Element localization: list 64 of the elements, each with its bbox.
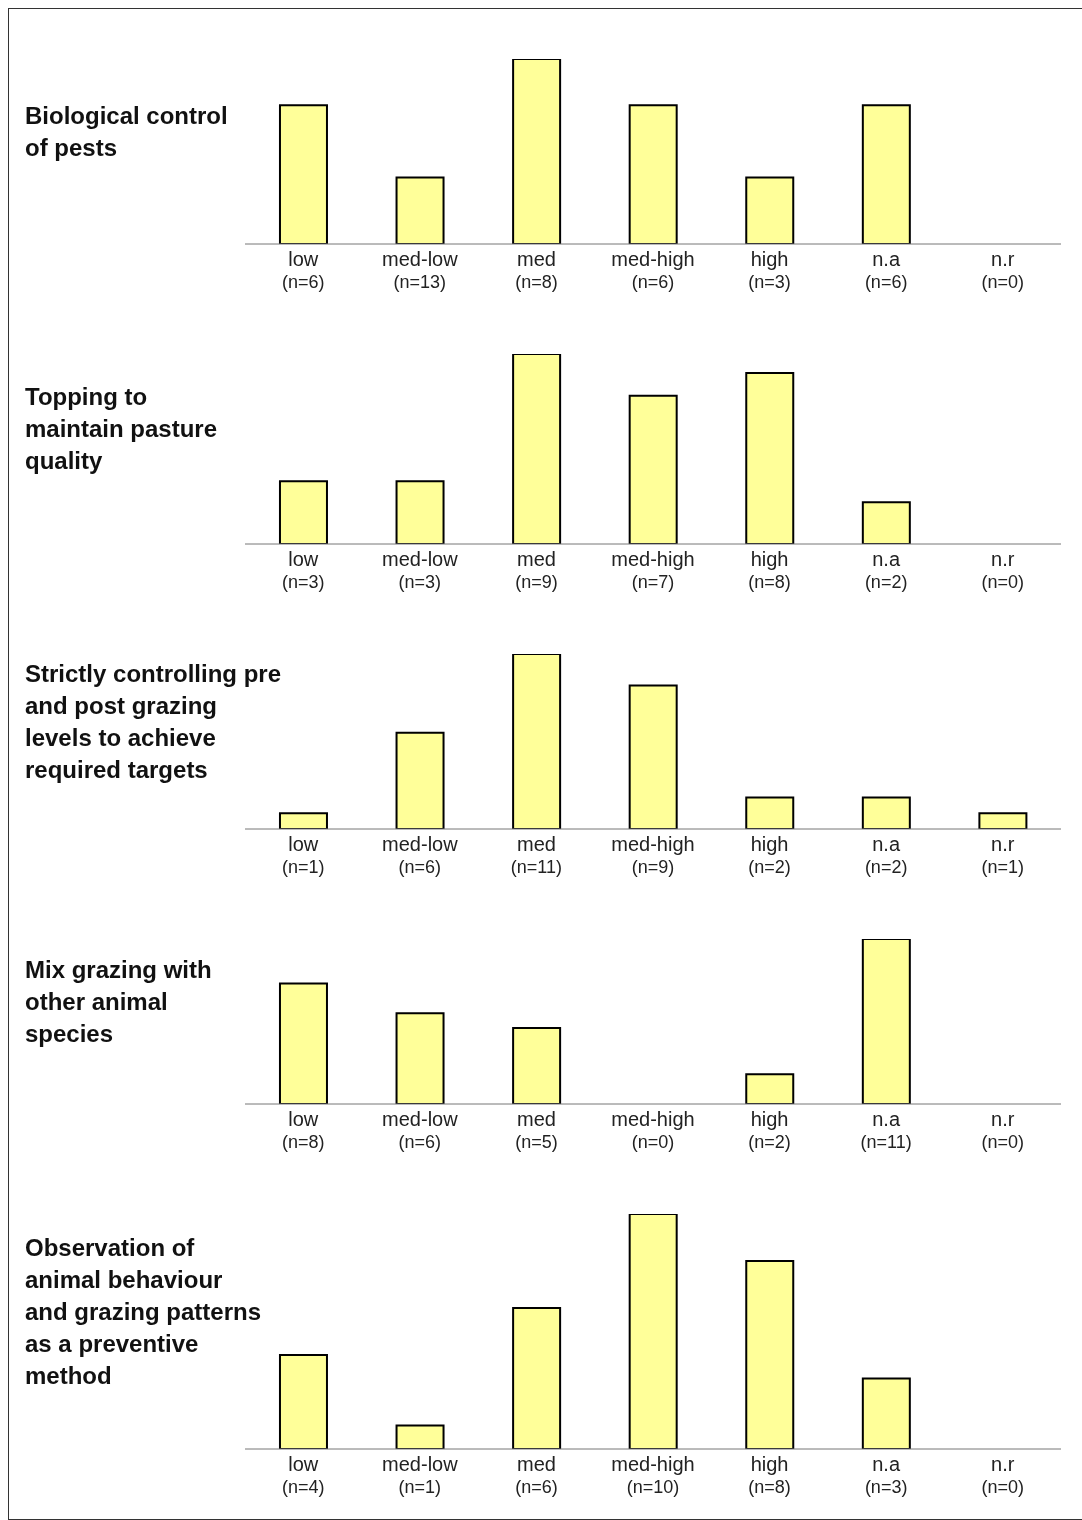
x-tick-label: med (n=6) xyxy=(515,1453,558,1497)
x-tick-label: med-high (n=7) xyxy=(611,548,695,592)
bar xyxy=(278,982,328,1104)
x-tick-label: med (n=5) xyxy=(515,1108,558,1152)
x-tick-label: n.r (n=1) xyxy=(981,833,1024,877)
x-tick-label: med (n=8) xyxy=(515,248,558,292)
x-tick-label: n.a (n=3) xyxy=(864,1453,908,1497)
text: Mix grazing with other animal species xyxy=(25,954,213,1049)
bar xyxy=(512,1307,562,1449)
bar xyxy=(861,501,911,544)
x-tick-label: low (n=3) xyxy=(282,548,325,592)
bar xyxy=(278,480,328,544)
bar xyxy=(278,812,328,829)
x-tick-label: n.a (n=11) xyxy=(860,1108,912,1152)
x-tick-label: low (n=1) xyxy=(282,833,325,877)
bar xyxy=(861,939,911,1104)
x-tick-label: med-low (n=3) xyxy=(382,548,459,592)
bar xyxy=(512,354,562,544)
bar xyxy=(628,684,678,829)
x-tick-label: high (n=3) xyxy=(748,248,791,292)
x-tick-label: low (n=6) xyxy=(282,248,325,292)
x-tick-label: high (n=2) xyxy=(748,1108,791,1152)
x-tick-label: med-low (n=1) xyxy=(382,1453,459,1497)
x-tick-label: low (n=4) xyxy=(282,1453,325,1497)
bar xyxy=(745,1260,795,1449)
x-tick-label: n.a (n=2) xyxy=(864,548,908,592)
x-tick-label: med-low (n=13) xyxy=(382,248,459,292)
text: Biological control of pests xyxy=(25,100,229,163)
x-tick-label: med-high (n=9) xyxy=(611,833,695,877)
bar xyxy=(978,812,1028,829)
bar xyxy=(278,1354,328,1449)
x-tick-label: med (n=11) xyxy=(510,833,563,877)
x-tick-label: n.r (n=0) xyxy=(981,1108,1024,1152)
bar xyxy=(395,1012,445,1104)
bar xyxy=(628,1214,678,1449)
x-tick-label: med-high (n=10) xyxy=(611,1453,695,1497)
x-tick-label: n.r (n=0) xyxy=(981,548,1024,592)
bar xyxy=(861,1377,911,1449)
bar xyxy=(395,1424,445,1449)
x-tick-label: n.a (n=2) xyxy=(864,833,908,877)
bar xyxy=(512,1027,562,1104)
x-tick-label: low (n=8) xyxy=(282,1108,325,1152)
x-tick-label: n.a (n=6) xyxy=(864,248,908,292)
x-tick-label: med (n=9) xyxy=(515,548,558,592)
text: Observation of animal behaviour and grazing patterns as a preventive method xyxy=(25,1232,263,1391)
x-tick-label: med-high (n=0) xyxy=(611,1108,695,1152)
bar xyxy=(395,480,445,544)
x-tick-label: med-low (n=6) xyxy=(382,833,459,877)
x-tick-label: n.r (n=0) xyxy=(981,1453,1024,1497)
bar xyxy=(861,796,911,829)
bar xyxy=(745,372,795,544)
x-tick-label: high (n=8) xyxy=(748,1453,791,1497)
text: Strictly controlling pre and post grazing levels to achieve required targets xyxy=(25,658,283,785)
x-tick-label: high (n=8) xyxy=(748,548,791,592)
text: Topping to maintain pasture quality xyxy=(25,382,219,476)
x-tick-label: med-low (n=6) xyxy=(382,1108,459,1152)
bar xyxy=(512,654,562,829)
bar xyxy=(745,796,795,829)
x-tick-label: med-high (n=6) xyxy=(611,248,695,292)
bar xyxy=(745,1073,795,1104)
bar xyxy=(628,394,678,544)
x-tick-label: n.r (n=0) xyxy=(981,248,1024,292)
x-tick-label: high (n=2) xyxy=(748,833,791,877)
bar xyxy=(395,731,445,829)
